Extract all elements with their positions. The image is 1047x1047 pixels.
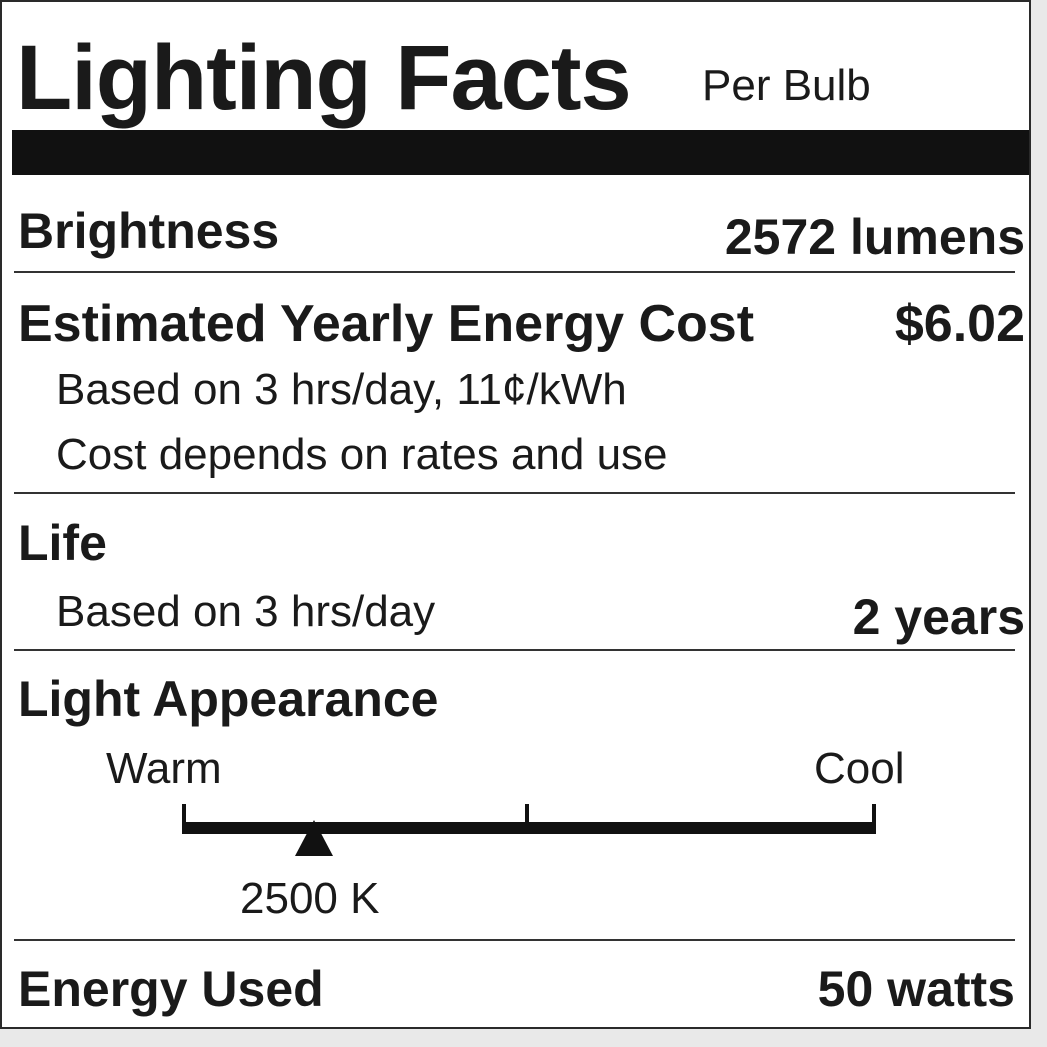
divider (14, 649, 1015, 651)
energy-cost-note-1: Based on 3 hrs/day, 11¢/kWh (56, 365, 627, 414)
scale-tick (182, 804, 186, 834)
warm-label: Warm (106, 744, 222, 793)
energy-cost-value: $6.02 (894, 295, 1025, 353)
divider (14, 271, 1015, 273)
life-value: 2 years (852, 589, 1025, 645)
energy-cost-note-2: Cost depends on rates and use (56, 430, 668, 479)
energy-cost-label: Estimated Yearly Energy Cost (18, 295, 755, 353)
cool-label: Cool (814, 744, 905, 793)
brightness-value: 2572 lumens (724, 209, 1025, 265)
header-bar (12, 130, 1029, 175)
label-title: Lighting Facts (16, 27, 632, 129)
color-temperature-scale (182, 804, 876, 856)
divider (14, 492, 1015, 494)
marker-triangle-icon (294, 820, 333, 856)
scale-tick (525, 804, 529, 834)
life-note: Based on 3 hrs/day (56, 587, 436, 636)
divider (14, 939, 1015, 941)
label-subtitle: Per Bulb (702, 61, 871, 110)
marker-label: 2500 K (240, 874, 380, 923)
life-label: Life (18, 515, 107, 571)
energy-used-value: 50 watts (817, 961, 1015, 1017)
scale-bar (182, 822, 876, 834)
lighting-facts-label: Lighting Facts Per Bulb Brightness 2572 … (0, 0, 1031, 1029)
scale-tick (872, 804, 876, 834)
light-appearance-label: Light Appearance (18, 671, 439, 727)
brightness-label: Brightness (18, 203, 280, 259)
energy-used-label: Energy Used (18, 961, 324, 1017)
